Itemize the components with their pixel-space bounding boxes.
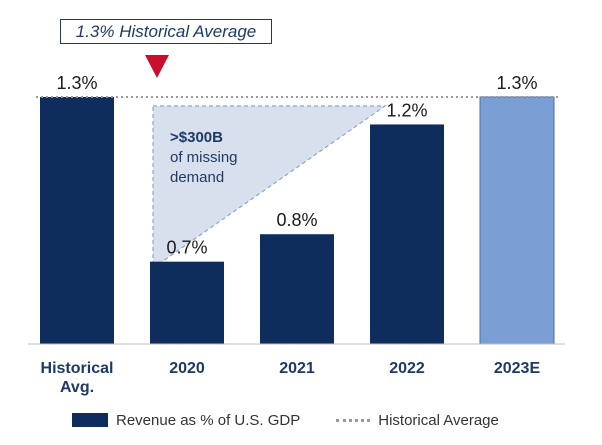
missing-demand-value: >$300B <box>170 129 223 146</box>
missing-demand-line2: demand <box>170 169 225 186</box>
legend: Revenue as % of U.S. GDP Historical Aver… <box>72 411 499 429</box>
missing-demand-line1: of missing <box>170 149 238 166</box>
category-label: 2020 <box>169 360 205 377</box>
legend-series-label: Revenue as % of U.S. GDP <box>116 411 301 429</box>
bar-2023e <box>479 96 555 345</box>
callout-label: 1.3% Historical Average <box>75 22 257 41</box>
category-label: 2021 <box>279 360 315 377</box>
missing-demand-annotation: >$300B of missing demand <box>170 128 238 188</box>
bar-historical-avg <box>40 97 114 344</box>
value-label: 0.8% <box>276 210 317 230</box>
value-label: 1.3% <box>56 73 97 93</box>
value-label: 1.3% <box>496 73 537 93</box>
legend-reference-label: Historical Average <box>378 411 499 429</box>
value-label: 0.7% <box>166 238 207 258</box>
category-label: Avg. <box>60 379 94 396</box>
category-label: 2022 <box>389 360 425 377</box>
bar-2020 <box>150 261 224 344</box>
callout-arrow-icon <box>145 55 169 78</box>
missing-demand-triangle <box>152 105 387 270</box>
value-label: 1.2% <box>386 100 427 120</box>
bar-2021 <box>260 234 334 344</box>
bar-2022 <box>370 124 444 344</box>
historical-average-callout: 1.3% Historical Average <box>60 19 272 44</box>
category-label: Historical <box>41 360 114 377</box>
legend-bar-swatch <box>72 413 108 427</box>
legend-dotted-line-swatch <box>336 418 371 422</box>
category-label: 2023E <box>494 360 541 377</box>
